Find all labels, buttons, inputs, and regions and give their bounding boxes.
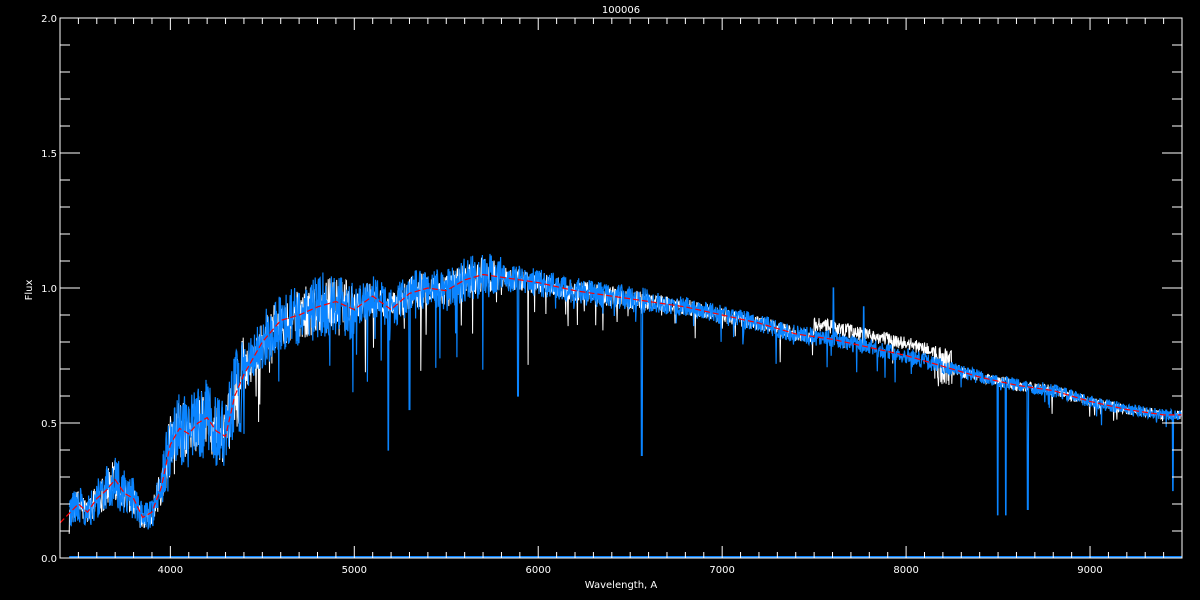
y-tick-label: 2.0 <box>41 14 57 25</box>
x-tick-label: 4000 <box>158 565 183 576</box>
series-layer <box>59 253 1183 558</box>
blue-spectrum-line <box>68 253 1183 530</box>
x-tick-label: 5000 <box>342 565 367 576</box>
x-tick-label: 6000 <box>526 565 551 576</box>
y-tick-label: 1.5 <box>41 149 57 160</box>
y-tick-label: 0.5 <box>41 419 57 430</box>
x-tick-label: 9000 <box>1077 565 1102 576</box>
red-smoothed-line <box>59 273 1182 524</box>
y-axis-label: Flux <box>24 280 35 301</box>
y-tick-label: 0.0 <box>41 554 57 565</box>
chart-title: 100006 <box>602 5 640 16</box>
x-tick-label: 8000 <box>893 565 918 576</box>
x-tick-label: 7000 <box>709 565 734 576</box>
y-tick-label: 1.0 <box>41 284 57 295</box>
x-axis-label: Wavelength, A <box>585 580 658 591</box>
axes-layer: 4000 5000 6000 7000 8000 9000 0.0 0.5 1.0 1.5 2.0 <box>41 14 1183 576</box>
